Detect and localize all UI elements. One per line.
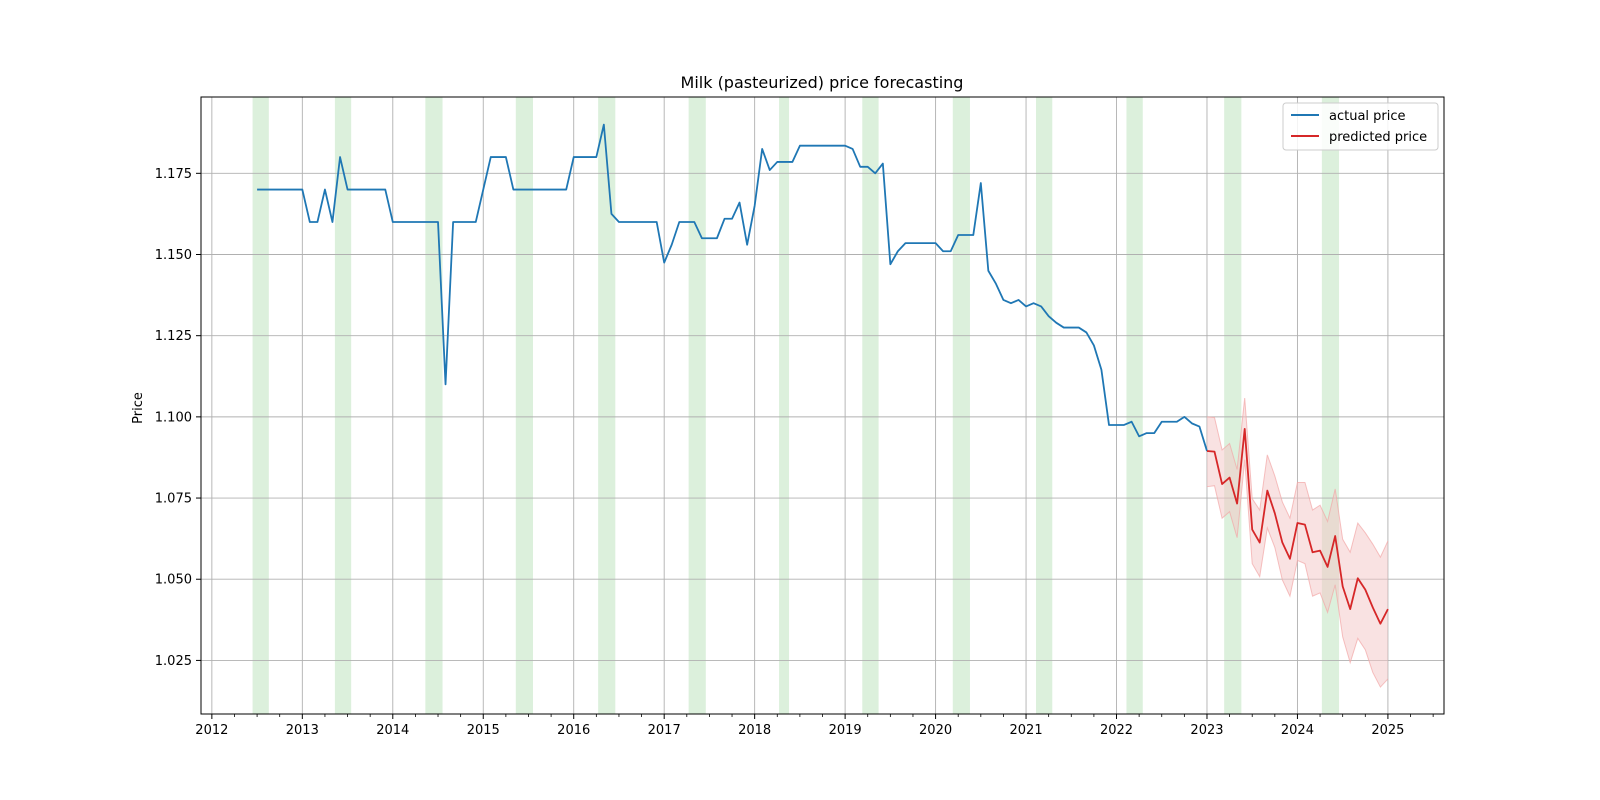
y-tick-label: 1.150	[155, 248, 192, 263]
highlight-band	[1035, 97, 1053, 714]
series-lines	[257, 123, 1389, 625]
x-tick-label: 2018	[738, 723, 771, 738]
x-tick-label: 2021	[1010, 723, 1043, 738]
highlight-bands	[252, 97, 1340, 714]
highlight-band	[1126, 97, 1143, 714]
interval-upper-edge	[1206, 397, 1389, 559]
highlight-band	[334, 97, 352, 714]
x-tick-label: 2024	[1281, 723, 1314, 738]
x-tick-label: 2016	[557, 723, 590, 738]
highlight-band	[515, 97, 534, 714]
actual-price-line	[257, 123, 1208, 452]
legend-box	[1282, 102, 1439, 151]
x-tick-label: 2023	[1190, 723, 1223, 738]
x-tick-label: 2020	[919, 723, 952, 738]
y-tick-label: 1.050	[155, 573, 192, 588]
highlight-band	[1321, 97, 1340, 714]
chart-title: Milk (pasteurized) price forecasting	[681, 73, 964, 92]
highlight-band	[598, 97, 616, 714]
x-tick-label: 2017	[648, 723, 681, 738]
highlight-band	[862, 97, 879, 714]
y-tick-label: 1.175	[155, 167, 192, 182]
y-axis-label: Price	[131, 392, 146, 424]
axis-ticks: 2012 2013 2014 2015 2016 2017 2018 2019 2020 2021…	[155, 167, 1434, 738]
x-tick-label: 2025	[1371, 723, 1404, 738]
y-tick-label: 1.100	[155, 410, 192, 425]
highlight-band	[252, 97, 269, 714]
plot-frame	[200, 96, 1445, 715]
highlight-band	[688, 97, 706, 714]
legend-label-actual: actual price	[1329, 109, 1406, 124]
highlight-band	[1224, 97, 1242, 714]
legend-label-predicted: predicted price	[1329, 130, 1427, 145]
x-tick-label: 2015	[467, 723, 500, 738]
legend: actual price predicted price	[1282, 102, 1439, 151]
x-tick-label: 2012	[195, 723, 228, 738]
y-tick-label: 1.025	[155, 654, 192, 669]
x-tick-label: 2019	[829, 723, 862, 738]
x-tick-label: 2022	[1100, 723, 1133, 738]
prediction-interval	[1206, 397, 1389, 688]
interval-fill	[1206, 398, 1388, 688]
highlight-band	[425, 97, 443, 714]
highlight-band	[952, 97, 970, 714]
highlight-band	[779, 97, 790, 714]
x-tick-label: 2014	[376, 723, 409, 738]
y-tick-label: 1.075	[155, 492, 192, 507]
interval-lower-edge	[1206, 459, 1389, 688]
x-tick-label: 2013	[286, 723, 319, 738]
predicted-price-line	[1206, 427, 1389, 625]
grid-lines	[201, 97, 1444, 714]
y-tick-label: 1.125	[155, 329, 192, 344]
